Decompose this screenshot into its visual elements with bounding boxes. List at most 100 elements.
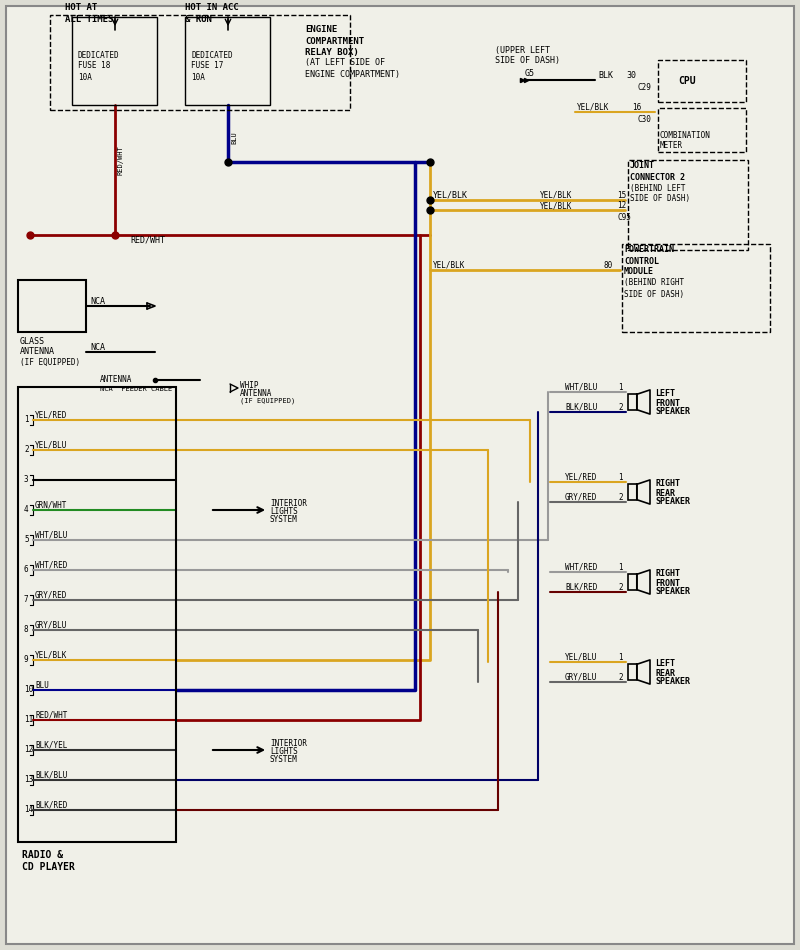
Text: 15: 15 — [617, 191, 626, 200]
Text: COMBINATION: COMBINATION — [660, 130, 711, 140]
Text: YEL/BLK: YEL/BLK — [35, 651, 67, 659]
Text: MODULE: MODULE — [624, 268, 654, 276]
Text: C30: C30 — [637, 116, 651, 124]
Text: 10: 10 — [24, 686, 34, 694]
Text: LEFT: LEFT — [655, 390, 675, 398]
Text: 2: 2 — [618, 673, 622, 681]
Text: 1: 1 — [618, 472, 622, 482]
Text: REAR: REAR — [655, 669, 675, 677]
Text: YEL/BLU: YEL/BLU — [565, 653, 598, 661]
Bar — [628, 575, 637, 590]
Text: (UPPER LEFT: (UPPER LEFT — [495, 46, 550, 54]
Text: 5: 5 — [24, 536, 29, 544]
Text: 12: 12 — [617, 201, 626, 211]
Text: 16: 16 — [632, 103, 642, 111]
Bar — [628, 160, 748, 250]
Text: FUSE 17: FUSE 17 — [191, 62, 223, 70]
Text: SPEAKER: SPEAKER — [655, 498, 690, 506]
Text: YEL/BLK: YEL/BLK — [540, 191, 572, 200]
Text: 30: 30 — [626, 71, 636, 81]
Text: SYSTEM: SYSTEM — [270, 516, 298, 524]
Text: YEL/BLU: YEL/BLU — [35, 441, 67, 449]
Text: INTERIOR: INTERIOR — [270, 500, 307, 508]
Text: ANTENNA: ANTENNA — [240, 389, 272, 397]
Text: 2: 2 — [618, 492, 622, 502]
Bar — [50, 15, 350, 110]
Text: FRONT: FRONT — [655, 579, 680, 587]
Text: REAR: REAR — [655, 488, 675, 498]
Text: BLK/RED: BLK/RED — [35, 801, 67, 809]
Text: BLK/BLU: BLK/BLU — [565, 403, 598, 411]
Text: 1: 1 — [24, 415, 29, 425]
Text: LIGHTS: LIGHTS — [270, 748, 298, 756]
Text: RELAY BOX): RELAY BOX) — [305, 48, 358, 56]
Text: RIGHT: RIGHT — [655, 480, 680, 488]
Text: 10A: 10A — [78, 72, 92, 82]
Text: YEL/BLK: YEL/BLK — [433, 191, 468, 200]
Text: FUSE 18: FUSE 18 — [78, 62, 110, 70]
Text: CONNECTOR 2: CONNECTOR 2 — [630, 173, 685, 181]
Text: YEL/BLK: YEL/BLK — [540, 201, 572, 211]
Text: CD PLAYER: CD PLAYER — [22, 862, 75, 872]
Bar — [628, 394, 637, 409]
Text: GRY/BLU: GRY/BLU — [565, 673, 598, 681]
Text: RED/WHT: RED/WHT — [35, 711, 67, 719]
Text: RIGHT: RIGHT — [655, 569, 680, 579]
Text: INTERIOR: INTERIOR — [270, 739, 307, 749]
Text: JOINT: JOINT — [630, 162, 655, 170]
Text: BLK/YEL: BLK/YEL — [35, 740, 67, 750]
Bar — [628, 484, 637, 500]
Text: NCA  FEEDER CABLE: NCA FEEDER CABLE — [100, 386, 172, 392]
Text: WHT/RED: WHT/RED — [565, 562, 598, 572]
Text: (IF EQUIPPED): (IF EQUIPPED) — [240, 398, 295, 405]
Text: 13: 13 — [24, 775, 34, 785]
Bar — [658, 108, 746, 152]
Text: BLK: BLK — [598, 71, 613, 81]
Text: METER: METER — [660, 141, 683, 149]
Text: C29: C29 — [637, 84, 651, 92]
Text: BLK/BLU: BLK/BLU — [35, 770, 67, 780]
Text: CONTROL: CONTROL — [624, 256, 659, 265]
Text: SPEAKER: SPEAKER — [655, 587, 690, 597]
Text: 8: 8 — [24, 625, 29, 635]
Text: (AT LEFT SIDE OF: (AT LEFT SIDE OF — [305, 59, 385, 67]
Text: HOT AT: HOT AT — [65, 4, 98, 12]
Text: 14: 14 — [24, 806, 34, 814]
Text: 10A: 10A — [191, 72, 205, 82]
Text: NCA: NCA — [90, 296, 105, 306]
Text: POWERTRAIN: POWERTRAIN — [624, 245, 674, 255]
Text: RADIO &: RADIO & — [22, 850, 63, 860]
Bar — [622, 244, 770, 332]
Text: 12: 12 — [24, 746, 34, 754]
Text: GLASS: GLASS — [20, 337, 45, 347]
Text: 80: 80 — [603, 260, 612, 270]
Text: SIDE OF DASH): SIDE OF DASH) — [495, 56, 560, 66]
Text: LIGHTS: LIGHTS — [270, 507, 298, 517]
Text: GRY/BLU: GRY/BLU — [35, 620, 67, 630]
Text: ENGINE: ENGINE — [305, 26, 338, 34]
Text: LEFT: LEFT — [655, 659, 675, 669]
Text: ENGINE COMPARTMENT): ENGINE COMPARTMENT) — [305, 69, 400, 79]
Text: DEDICATED: DEDICATED — [191, 50, 233, 60]
Text: ALL TIMES: ALL TIMES — [65, 14, 114, 24]
Text: 1: 1 — [618, 383, 622, 391]
Text: 1: 1 — [618, 653, 622, 661]
Text: BLU: BLU — [35, 680, 49, 690]
Text: 1: 1 — [618, 562, 622, 572]
Text: HOT IN ACC: HOT IN ACC — [185, 4, 238, 12]
Text: (BEHIND LEFT: (BEHIND LEFT — [630, 183, 686, 193]
Text: G5: G5 — [525, 69, 535, 79]
Text: 3: 3 — [24, 476, 29, 484]
Text: CPU: CPU — [678, 76, 696, 86]
Text: (BEHIND RIGHT: (BEHIND RIGHT — [624, 278, 684, 288]
Text: GRN/WHT: GRN/WHT — [35, 501, 67, 509]
Text: WHIP: WHIP — [240, 381, 258, 390]
Text: 2: 2 — [618, 582, 622, 592]
Text: YEL/BLK: YEL/BLK — [577, 103, 610, 111]
Text: ANTENNA: ANTENNA — [100, 375, 132, 385]
Text: YEL/RED: YEL/RED — [35, 410, 67, 420]
Text: RED/WHT: RED/WHT — [130, 236, 165, 244]
Bar — [185, 17, 270, 105]
Text: 6: 6 — [24, 565, 29, 575]
Text: SPEAKER: SPEAKER — [655, 677, 690, 687]
